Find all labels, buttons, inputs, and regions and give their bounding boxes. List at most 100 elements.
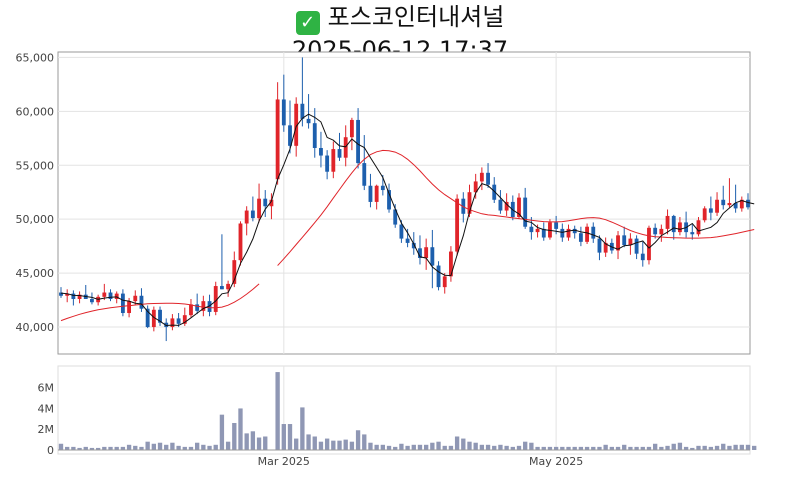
candle-body bbox=[294, 103, 299, 146]
candle-body bbox=[275, 99, 280, 180]
candle-body bbox=[640, 253, 645, 261]
candle-body bbox=[213, 286, 218, 312]
candle-body bbox=[708, 208, 713, 213]
price-tick-label: 50,000 bbox=[16, 213, 55, 226]
price-tick-label: 55,000 bbox=[16, 159, 55, 172]
candle-body bbox=[65, 293, 70, 296]
volume-bars bbox=[58, 372, 757, 450]
volume-bar bbox=[287, 424, 293, 450]
candle-body bbox=[578, 233, 583, 242]
x-tick-label: Mar 2025 bbox=[258, 455, 310, 468]
candle-body bbox=[418, 248, 422, 259]
volume-bar bbox=[386, 445, 392, 450]
volume-bar bbox=[733, 444, 738, 450]
volume-bar bbox=[547, 446, 553, 450]
volume-bar bbox=[405, 445, 410, 450]
candle-body bbox=[449, 251, 453, 277]
candle-body bbox=[560, 228, 565, 238]
candle-body bbox=[380, 185, 385, 191]
candle-body bbox=[312, 123, 317, 148]
candle-body bbox=[721, 199, 726, 206]
candle-body bbox=[473, 181, 478, 193]
volume-bar bbox=[752, 445, 757, 450]
candle-body bbox=[733, 203, 738, 209]
stock-name: 포스코인터내셔널 bbox=[327, 3, 505, 31]
axes: 40,000 45,000 50,000 55,000 60,000 65,000 0 2M 4… bbox=[16, 51, 750, 468]
volume-bar bbox=[504, 445, 509, 450]
candle-body bbox=[201, 301, 206, 311]
price-tick-label: 40,000 bbox=[16, 321, 55, 334]
candle-body bbox=[226, 283, 231, 290]
candle-body bbox=[467, 192, 472, 214]
candle-body bbox=[244, 210, 249, 224]
volume-bar bbox=[343, 439, 348, 450]
volume-bar bbox=[188, 446, 194, 450]
candle-body bbox=[585, 226, 589, 242]
volume-bar bbox=[83, 446, 88, 450]
candle-body bbox=[127, 301, 131, 314]
volume-bar bbox=[479, 444, 485, 450]
candle-body bbox=[405, 238, 410, 243]
candle-body bbox=[349, 119, 354, 138]
candle-body bbox=[739, 199, 744, 209]
candle-body bbox=[659, 228, 664, 235]
volume-bar bbox=[306, 434, 311, 450]
volume-bar bbox=[77, 447, 82, 450]
candle-body bbox=[176, 318, 181, 324]
volume-bar bbox=[281, 424, 286, 450]
candle-body bbox=[572, 228, 577, 234]
candle-body bbox=[114, 293, 119, 299]
volume-bar bbox=[201, 444, 206, 450]
volume-bar bbox=[683, 446, 689, 450]
candle-body bbox=[250, 210, 255, 219]
volume-bar bbox=[584, 446, 590, 450]
volume-bar bbox=[318, 441, 324, 450]
candle-body bbox=[603, 242, 608, 253]
volume-bar bbox=[634, 446, 639, 450]
candle-body bbox=[120, 293, 125, 314]
volume-bar bbox=[702, 445, 707, 450]
candle-body bbox=[411, 242, 416, 249]
volume-bar bbox=[696, 445, 701, 450]
candle-body bbox=[665, 215, 670, 229]
candle-body bbox=[170, 318, 175, 328]
candle-body bbox=[343, 137, 348, 158]
candle-body bbox=[517, 197, 521, 218]
candle-body bbox=[486, 172, 490, 185]
candle-body bbox=[269, 199, 274, 207]
volume-bar bbox=[640, 446, 645, 450]
volume-bar bbox=[108, 446, 113, 450]
short-moving-average-line bbox=[60, 113, 755, 327]
volume-bar bbox=[603, 444, 608, 450]
volume-bar bbox=[652, 443, 658, 450]
price-tick-label: 65,000 bbox=[16, 51, 55, 64]
long-moving-average-line bbox=[60, 149, 755, 322]
volume-bar bbox=[721, 443, 726, 450]
candle-body bbox=[436, 265, 441, 288]
candle-body bbox=[77, 294, 82, 299]
volume-bar bbox=[380, 444, 386, 450]
volume-bar bbox=[677, 442, 683, 450]
volume-bar bbox=[331, 440, 336, 450]
volume-bar bbox=[71, 446, 76, 450]
volume-bar bbox=[170, 442, 175, 450]
candle-body bbox=[288, 125, 292, 146]
volume-bar bbox=[368, 442, 373, 450]
volume-bar bbox=[238, 408, 243, 450]
volume-bar bbox=[708, 446, 714, 450]
candle-body bbox=[554, 222, 559, 229]
volume-bar bbox=[615, 446, 621, 450]
candle-body bbox=[195, 304, 200, 311]
x-tick-label: May 2025 bbox=[529, 455, 583, 468]
volume-bar bbox=[300, 407, 305, 450]
volume-bar bbox=[553, 446, 559, 450]
candle-body bbox=[616, 235, 620, 251]
candle-body bbox=[430, 247, 435, 266]
volume-bar bbox=[102, 446, 107, 450]
candle-body bbox=[374, 185, 379, 202]
candle-body bbox=[727, 203, 732, 206]
candle-body bbox=[634, 238, 639, 254]
volume-bar bbox=[219, 414, 225, 450]
candle-body bbox=[696, 220, 701, 235]
